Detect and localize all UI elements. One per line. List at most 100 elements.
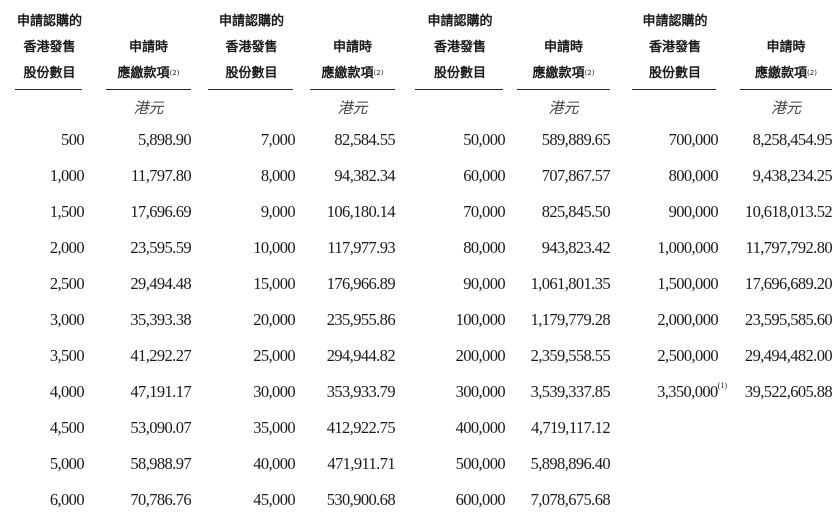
header-underline — [208, 89, 293, 91]
amount-cell: 10,618,013.52 — [744, 202, 833, 221]
amount-header: 申請時應繳款項(2) — [106, 35, 191, 87]
shares-cell: 4,000 — [15, 374, 85, 410]
shares-cell: 1,500 — [15, 194, 85, 230]
shares-cell: 1,000 — [15, 158, 85, 194]
amount-header-line-wrap: 應繳款項(2) — [740, 61, 832, 87]
header-underline — [310, 89, 395, 91]
shares-value: 300,000 — [455, 382, 506, 401]
amount-header-line: 申請時 — [128, 40, 168, 55]
shares-header-line: 股份數目 — [433, 66, 486, 81]
shares-header-line: 香港發售 — [648, 40, 701, 55]
shares-cell: 500,000 — [415, 446, 506, 482]
shares-cell: 60,000 — [415, 158, 505, 194]
shares-cells: 500 1,000 1,500 2,000 2,500 3,000 3,500 4,000 4,… — [15, 122, 85, 518]
amount-cell: 35,393.38 — [130, 310, 191, 329]
shares-cell: 200,000 — [415, 338, 506, 374]
shares-header-line: 申請認購的 — [218, 14, 284, 29]
amount-header-text: 應繳款項 — [532, 66, 585, 81]
shares-cell: 500 — [15, 122, 85, 158]
shares-cell: 4,500 — [15, 410, 85, 446]
shares-value: 6,000 — [49, 490, 85, 509]
amount-cell: 29,494,482.00 — [744, 346, 833, 365]
shares-value: 9,000 — [260, 202, 296, 221]
shares-value: 100,000 — [455, 310, 506, 329]
shares-value: 1,000 — [49, 166, 85, 185]
shares-value: 30,000 — [253, 382, 295, 401]
amount-cell: 1,179,779.28 — [530, 310, 611, 329]
amount-cell: 707,867.57 — [541, 166, 611, 185]
shares-cell: 2,500 — [15, 266, 85, 302]
shares-value: 70,000 — [463, 202, 505, 221]
amount-cell: 5,898,896.40 — [530, 454, 611, 473]
amount-cell: 353,933.79 — [326, 382, 396, 401]
amount-cell: 235,955.86 — [326, 310, 396, 329]
shares-value: 2,500 — [49, 274, 85, 293]
amount-cell: 41,292.27 — [130, 346, 191, 365]
shares-cell: 3,350,000(1) — [632, 374, 727, 410]
amount-cell: 53,090.07 — [130, 418, 191, 437]
amount-cell: 5,898.90 — [138, 130, 192, 149]
shares-value: 4,000 — [49, 382, 85, 401]
shares-value: 45,000 — [253, 490, 295, 509]
shares-cell: 2,000 — [15, 230, 85, 266]
shares-cell: 3,500 — [15, 338, 85, 374]
currency-unit: 港元 — [133, 101, 164, 117]
header-underline — [517, 89, 610, 91]
shares-cell: 15,000 — [208, 266, 295, 302]
shares-header-line: 香港發售 — [433, 40, 486, 55]
amount-cell: 7,078,675.68 — [530, 490, 611, 509]
shares-header-line: 申請認購的 — [427, 14, 493, 29]
shares-value: 3,000 — [49, 310, 85, 329]
shares-cells: 700,000 800,000 900,000 1,000,000 1,500,000 2… — [632, 122, 727, 410]
shares-cell: 35,000 — [208, 410, 295, 446]
amount-cell: 2,359,558.55 — [530, 346, 611, 365]
amount-cell: 943,823.42 — [541, 238, 611, 257]
header-underline — [106, 89, 191, 91]
footnote-marker: (2) — [169, 69, 180, 77]
amount-header-line: 申請時 — [543, 40, 583, 55]
amount-header: 申請時應繳款項(2) — [740, 35, 832, 87]
amount-header-line-wrap: 應繳款項(2) — [106, 61, 191, 87]
shares-value: 90,000 — [463, 274, 505, 293]
amount-cell: 58,988.97 — [130, 454, 191, 473]
shares-header-line: 香港發售 — [225, 40, 278, 55]
shares-cells: 50,000 60,000 70,000 80,000 90,000 100,000 200… — [415, 122, 506, 518]
amount-cell: 47,191.17 — [130, 382, 191, 401]
shares-header-line: 股份數目 — [225, 66, 278, 81]
header-underline — [415, 89, 503, 91]
shares-value: 4,500 — [49, 418, 85, 437]
shares-value: 15,000 — [253, 274, 295, 293]
shares-cell: 5,000 — [15, 446, 85, 482]
shares-cell: 1,500,000 — [632, 266, 718, 302]
header-underline — [740, 89, 832, 91]
amount-cell: 9,438,234.25 — [752, 166, 833, 185]
shares-value: 1,000,000 — [657, 238, 718, 257]
shares-cell: 2,500,000 — [632, 338, 718, 374]
amount-cell: 294,944.82 — [326, 346, 396, 365]
amount-cell: 17,696,689.20 — [744, 274, 833, 293]
shares-value: 8,000 — [260, 166, 296, 185]
shares-value: 3,350,000 — [657, 382, 718, 401]
amount-header-line: 申請時 — [766, 40, 806, 55]
shares-value: 40,000 — [253, 454, 295, 473]
shares-value: 60,000 — [463, 166, 505, 185]
shares-cell: 100,000 — [415, 302, 506, 338]
shares-cell: 400,000 — [415, 410, 506, 446]
amount-cell: 589,889.65 — [541, 130, 611, 149]
shares-header: 申請認購的香港發售股份數目 — [208, 9, 295, 87]
shares-header-line: 股份數目 — [23, 66, 76, 81]
amount-header-line: 申請時 — [332, 40, 372, 55]
amount-cells: 8,258,454.95 9,438,234.25 10,618,013.52 11,… — [740, 122, 833, 410]
shares-value: 1,500 — [49, 202, 85, 221]
shares-cell: 10,000 — [208, 230, 295, 266]
amount-cell: 11,797.80 — [131, 166, 192, 185]
amount-cell: 117,977.93 — [327, 238, 395, 257]
shares-value: 25,000 — [253, 346, 295, 365]
shares-value: 800,000 — [668, 166, 719, 185]
shares-header-line: 申請認購的 — [642, 14, 708, 29]
shares-header-line: 股份數目 — [648, 66, 701, 81]
amount-cell: 3,539,337.85 — [530, 382, 611, 401]
amount-cell: 8,258,454.95 — [752, 130, 833, 149]
header-underline — [632, 89, 716, 91]
shares-value: 2,000 — [49, 238, 85, 257]
